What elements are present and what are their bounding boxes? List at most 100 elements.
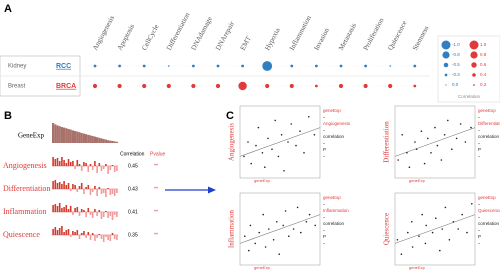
point <box>283 170 285 172</box>
column-header: Differentiation <box>165 11 192 52</box>
point <box>436 144 439 147</box>
legend-label: 0.2 <box>480 82 487 87</box>
column-header: EMT <box>239 34 253 51</box>
trace-bar <box>113 166 116 172</box>
point <box>277 155 280 158</box>
point <box>278 253 281 255</box>
expression-bar <box>76 131 79 143</box>
legend-label: 0.4 <box>480 72 487 77</box>
column-header: Metastasis <box>337 22 358 52</box>
bubble <box>241 64 245 68</box>
correlation-value: 0.43 <box>128 186 138 192</box>
point <box>264 246 267 248</box>
trace-bar <box>100 166 103 171</box>
trace-bar <box>107 235 109 240</box>
row-name: Differentiation <box>3 184 50 193</box>
trace-bar <box>102 166 105 169</box>
gene-label: GeneExp <box>18 132 45 140</box>
note: correlation <box>478 134 500 139</box>
bubble <box>315 64 318 68</box>
fit-line <box>394 127 476 157</box>
trace-bar <box>105 164 107 166</box>
trace-bar <box>91 212 94 218</box>
point <box>401 134 404 136</box>
legend-bubble <box>444 73 448 77</box>
trace-bar <box>74 208 76 212</box>
pvalue: ** <box>154 186 158 192</box>
bubble <box>118 64 121 68</box>
point <box>258 231 261 234</box>
point <box>452 221 455 223</box>
x-label: geneExp <box>409 178 426 183</box>
cancer-label: RCC <box>56 63 71 70</box>
trace-bar <box>89 212 92 215</box>
trace-bar <box>102 235 105 242</box>
column-header: Invasion <box>313 26 332 51</box>
expression-bar <box>109 140 112 143</box>
point <box>248 249 250 252</box>
note: Differentiation <box>478 121 500 126</box>
column-header: DNArepair <box>214 20 236 52</box>
point <box>287 141 289 143</box>
trace-bar <box>100 189 103 194</box>
note: P <box>323 147 326 152</box>
trace-bar <box>58 228 61 235</box>
expression-bar <box>71 130 74 143</box>
expression-bar <box>67 129 70 143</box>
point <box>313 134 316 136</box>
bubble <box>93 64 97 68</box>
trace-bar <box>113 189 116 196</box>
note: geneExp <box>478 195 496 200</box>
bubble <box>413 84 417 88</box>
legend-bubble <box>470 51 478 59</box>
column-header: Inflammation <box>288 14 313 52</box>
trace-bar <box>63 232 65 235</box>
note: correlation <box>323 134 345 139</box>
legend-label: -0.3 <box>452 72 460 77</box>
column-header: CellCycle <box>140 23 160 51</box>
legend-label: 0.0 <box>452 82 459 87</box>
point <box>397 159 400 161</box>
trace-bar <box>94 235 96 241</box>
plot-frame <box>394 105 476 179</box>
column-header: Stemness <box>411 24 431 51</box>
column-header: Angiogenesis <box>91 14 116 52</box>
point <box>264 166 266 168</box>
expression-bar <box>85 134 88 143</box>
expression-bar <box>58 126 61 143</box>
trace-bar <box>109 235 112 241</box>
point <box>272 239 275 241</box>
trace-bar <box>87 232 90 235</box>
bubble <box>338 83 344 89</box>
expression-bar <box>100 138 103 143</box>
point <box>430 152 432 154</box>
trace-bar <box>56 158 59 166</box>
trace-bar <box>52 229 54 235</box>
trace-bar <box>91 233 94 235</box>
point <box>455 137 458 140</box>
point <box>444 206 447 209</box>
point <box>457 228 460 230</box>
panel-label: B <box>4 110 12 122</box>
header-pvalue: Pvalue <box>150 151 166 157</box>
trace-bar <box>69 189 72 191</box>
bubble <box>92 83 98 89</box>
bubble <box>117 83 122 89</box>
trace-bar <box>109 166 112 170</box>
trace-bar <box>87 166 90 172</box>
point <box>244 235 246 237</box>
trace-bar <box>72 184 74 189</box>
expression-bar <box>78 132 81 143</box>
trace-bar <box>74 166 76 169</box>
expression-bar <box>69 129 72 143</box>
expression-bar <box>60 127 63 143</box>
fit-line <box>239 127 321 157</box>
trace-bar <box>100 212 103 219</box>
point <box>435 217 437 219</box>
trace-bar <box>109 189 112 195</box>
point <box>408 166 411 168</box>
note: P <box>478 147 481 152</box>
point <box>271 148 273 150</box>
expression-bar <box>74 131 77 143</box>
legend-bubble <box>442 51 450 59</box>
